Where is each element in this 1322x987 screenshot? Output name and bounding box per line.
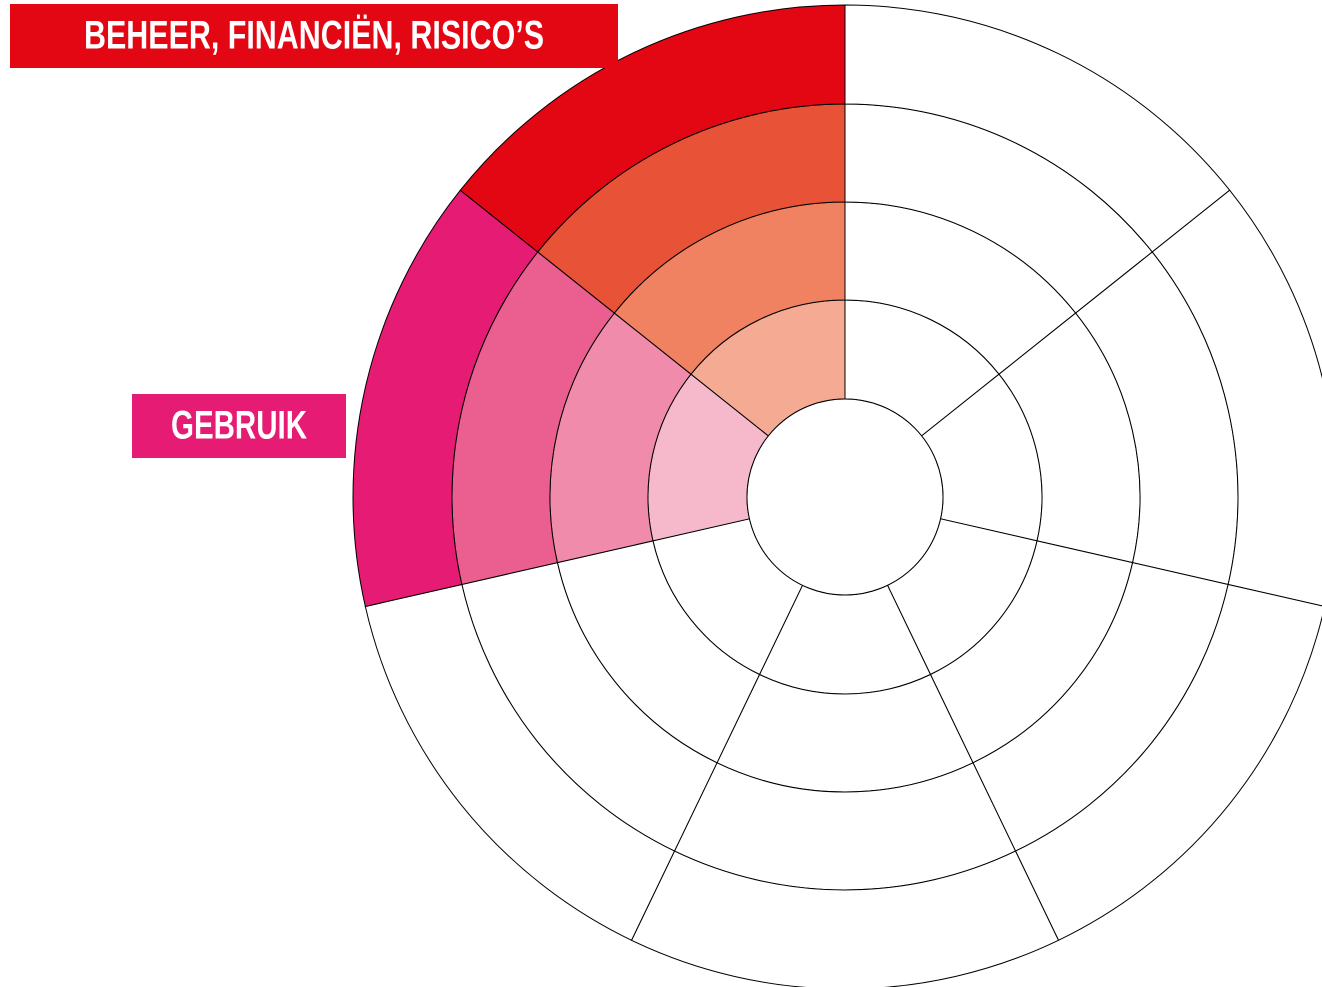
- center-circle: [746, 398, 944, 596]
- sectors: [352, 4, 1322, 987]
- label-box: [10, 4, 618, 68]
- label-box: [132, 394, 346, 458]
- label: BEHEER, FINANCIËN, RISICO’S: [84, 14, 544, 58]
- sector: [459, 4, 846, 253]
- label: GEBRUIK: [171, 404, 307, 448]
- sector: [1151, 189, 1322, 607]
